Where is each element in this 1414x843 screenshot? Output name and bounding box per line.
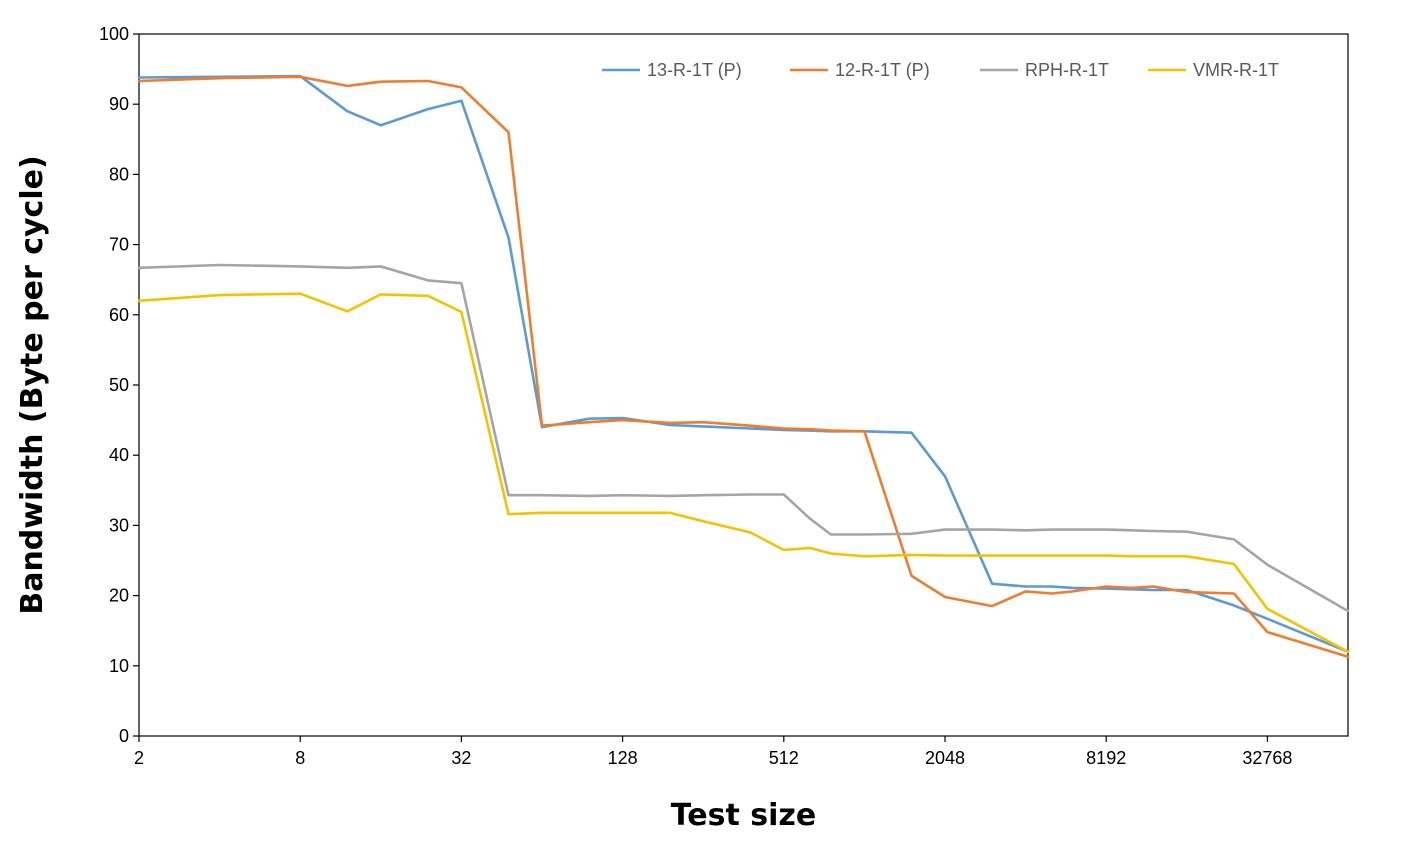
legend-label-1: 13-R-1T (P) [647, 60, 742, 80]
y-tick-label: 80 [109, 164, 129, 184]
y-tick-label: 0 [119, 726, 129, 746]
legend-label-2: 12-R-1T (P) [835, 60, 930, 80]
x-tick-label: 128 [608, 748, 638, 768]
legend: 13-R-1T (P) 12-R-1T (P) RPH-R-1T VMR-R-1T [602, 60, 1279, 80]
y-tick-label: 70 [109, 235, 129, 255]
y-tick-label: 10 [109, 656, 129, 676]
y-tick-label: 50 [109, 375, 129, 395]
x-tick-label: 8192 [1086, 748, 1126, 768]
x-axis-title: Test size [671, 798, 816, 833]
x-tick-label: 32768 [1242, 748, 1292, 768]
y-axis: 0 10 20 30 40 50 60 70 80 90 100 [99, 24, 139, 746]
x-tick-label: 32 [451, 748, 471, 768]
y-tick-label: 60 [109, 305, 129, 325]
y-tick-label: 40 [109, 445, 129, 465]
x-tick-label: 2 [134, 748, 144, 768]
y-tick-label: 90 [109, 94, 129, 114]
series-line-3 [137, 263, 1350, 613]
x-tick-label: 512 [769, 748, 799, 768]
y-tick-label: 30 [109, 515, 129, 535]
y-axis-title: Bandwidth (Byte per cycle) [15, 155, 50, 614]
legend-label-3: RPH-R-1T [1025, 60, 1109, 80]
x-tick-label: 2048 [925, 748, 965, 768]
x-axis: 2 8 32 128 512 2048 8192 32768 [134, 736, 1292, 768]
y-tick-label: 100 [99, 24, 129, 44]
x-tick-label: 8 [295, 748, 305, 768]
legend-label-4: VMR-R-1T [1193, 60, 1279, 80]
series-line-4 [137, 292, 1350, 654]
series-line-2 [137, 75, 1350, 659]
series-group [137, 74, 1350, 659]
y-tick-label: 20 [109, 586, 129, 606]
plot-area-border [138, 33, 1349, 737]
series-line-1 [137, 74, 1350, 654]
